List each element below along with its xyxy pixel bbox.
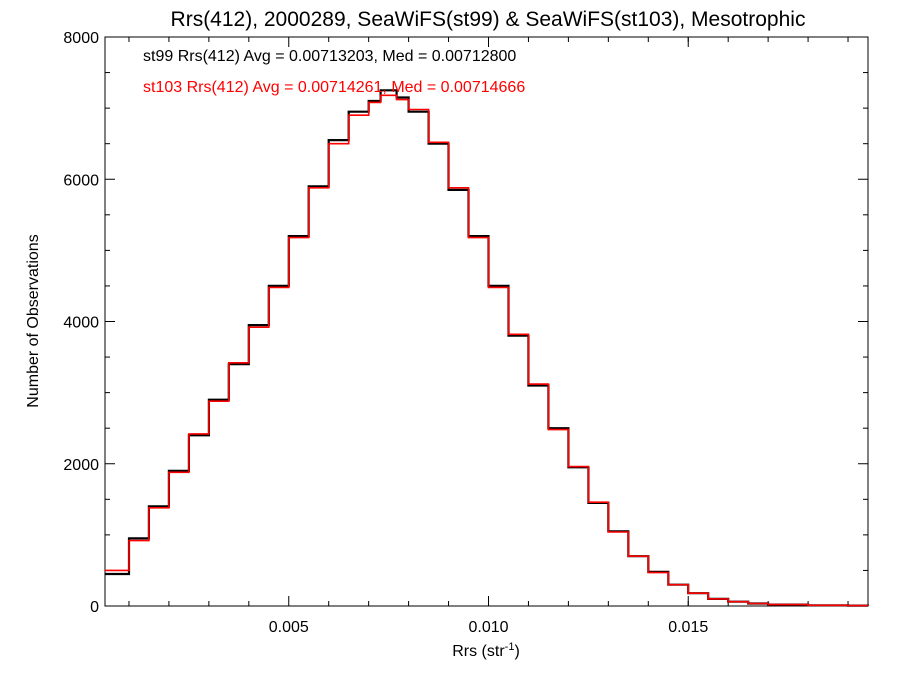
x-axis-label: Rrs (str-1) xyxy=(452,641,520,660)
x-tick-label: 0.015 xyxy=(668,619,708,636)
x-tick-label: 0.005 xyxy=(269,619,309,636)
series-st103-line xyxy=(105,94,869,607)
chart-title: Rrs(412), 2000289, SeaWiFS(st99) & SeaWi… xyxy=(171,8,806,31)
y-axis-label: Number of Observations xyxy=(25,234,42,407)
y-tick-label: 6000 xyxy=(63,172,99,189)
series-st99-line xyxy=(105,89,870,607)
y-tick-label: 4000 xyxy=(63,315,99,332)
y-tick-label: 0 xyxy=(90,599,99,616)
legend-st103: st103 Rrs(412) Avg = 0.00714261, Med = 0… xyxy=(143,79,525,96)
series-group xyxy=(105,89,870,607)
y-tick-label: 8000 xyxy=(63,30,99,47)
plot-frame xyxy=(104,36,869,607)
x-tick-label: 0.010 xyxy=(468,619,508,636)
y-tick-label: 2000 xyxy=(63,457,99,474)
axis-ticks: 0.005 0.010 0.015 0 2000 4000 6000 8000 xyxy=(63,30,868,636)
legend-st99: st99 Rrs(412) Avg = 0.00713203, Med = 0.… xyxy=(143,48,516,65)
